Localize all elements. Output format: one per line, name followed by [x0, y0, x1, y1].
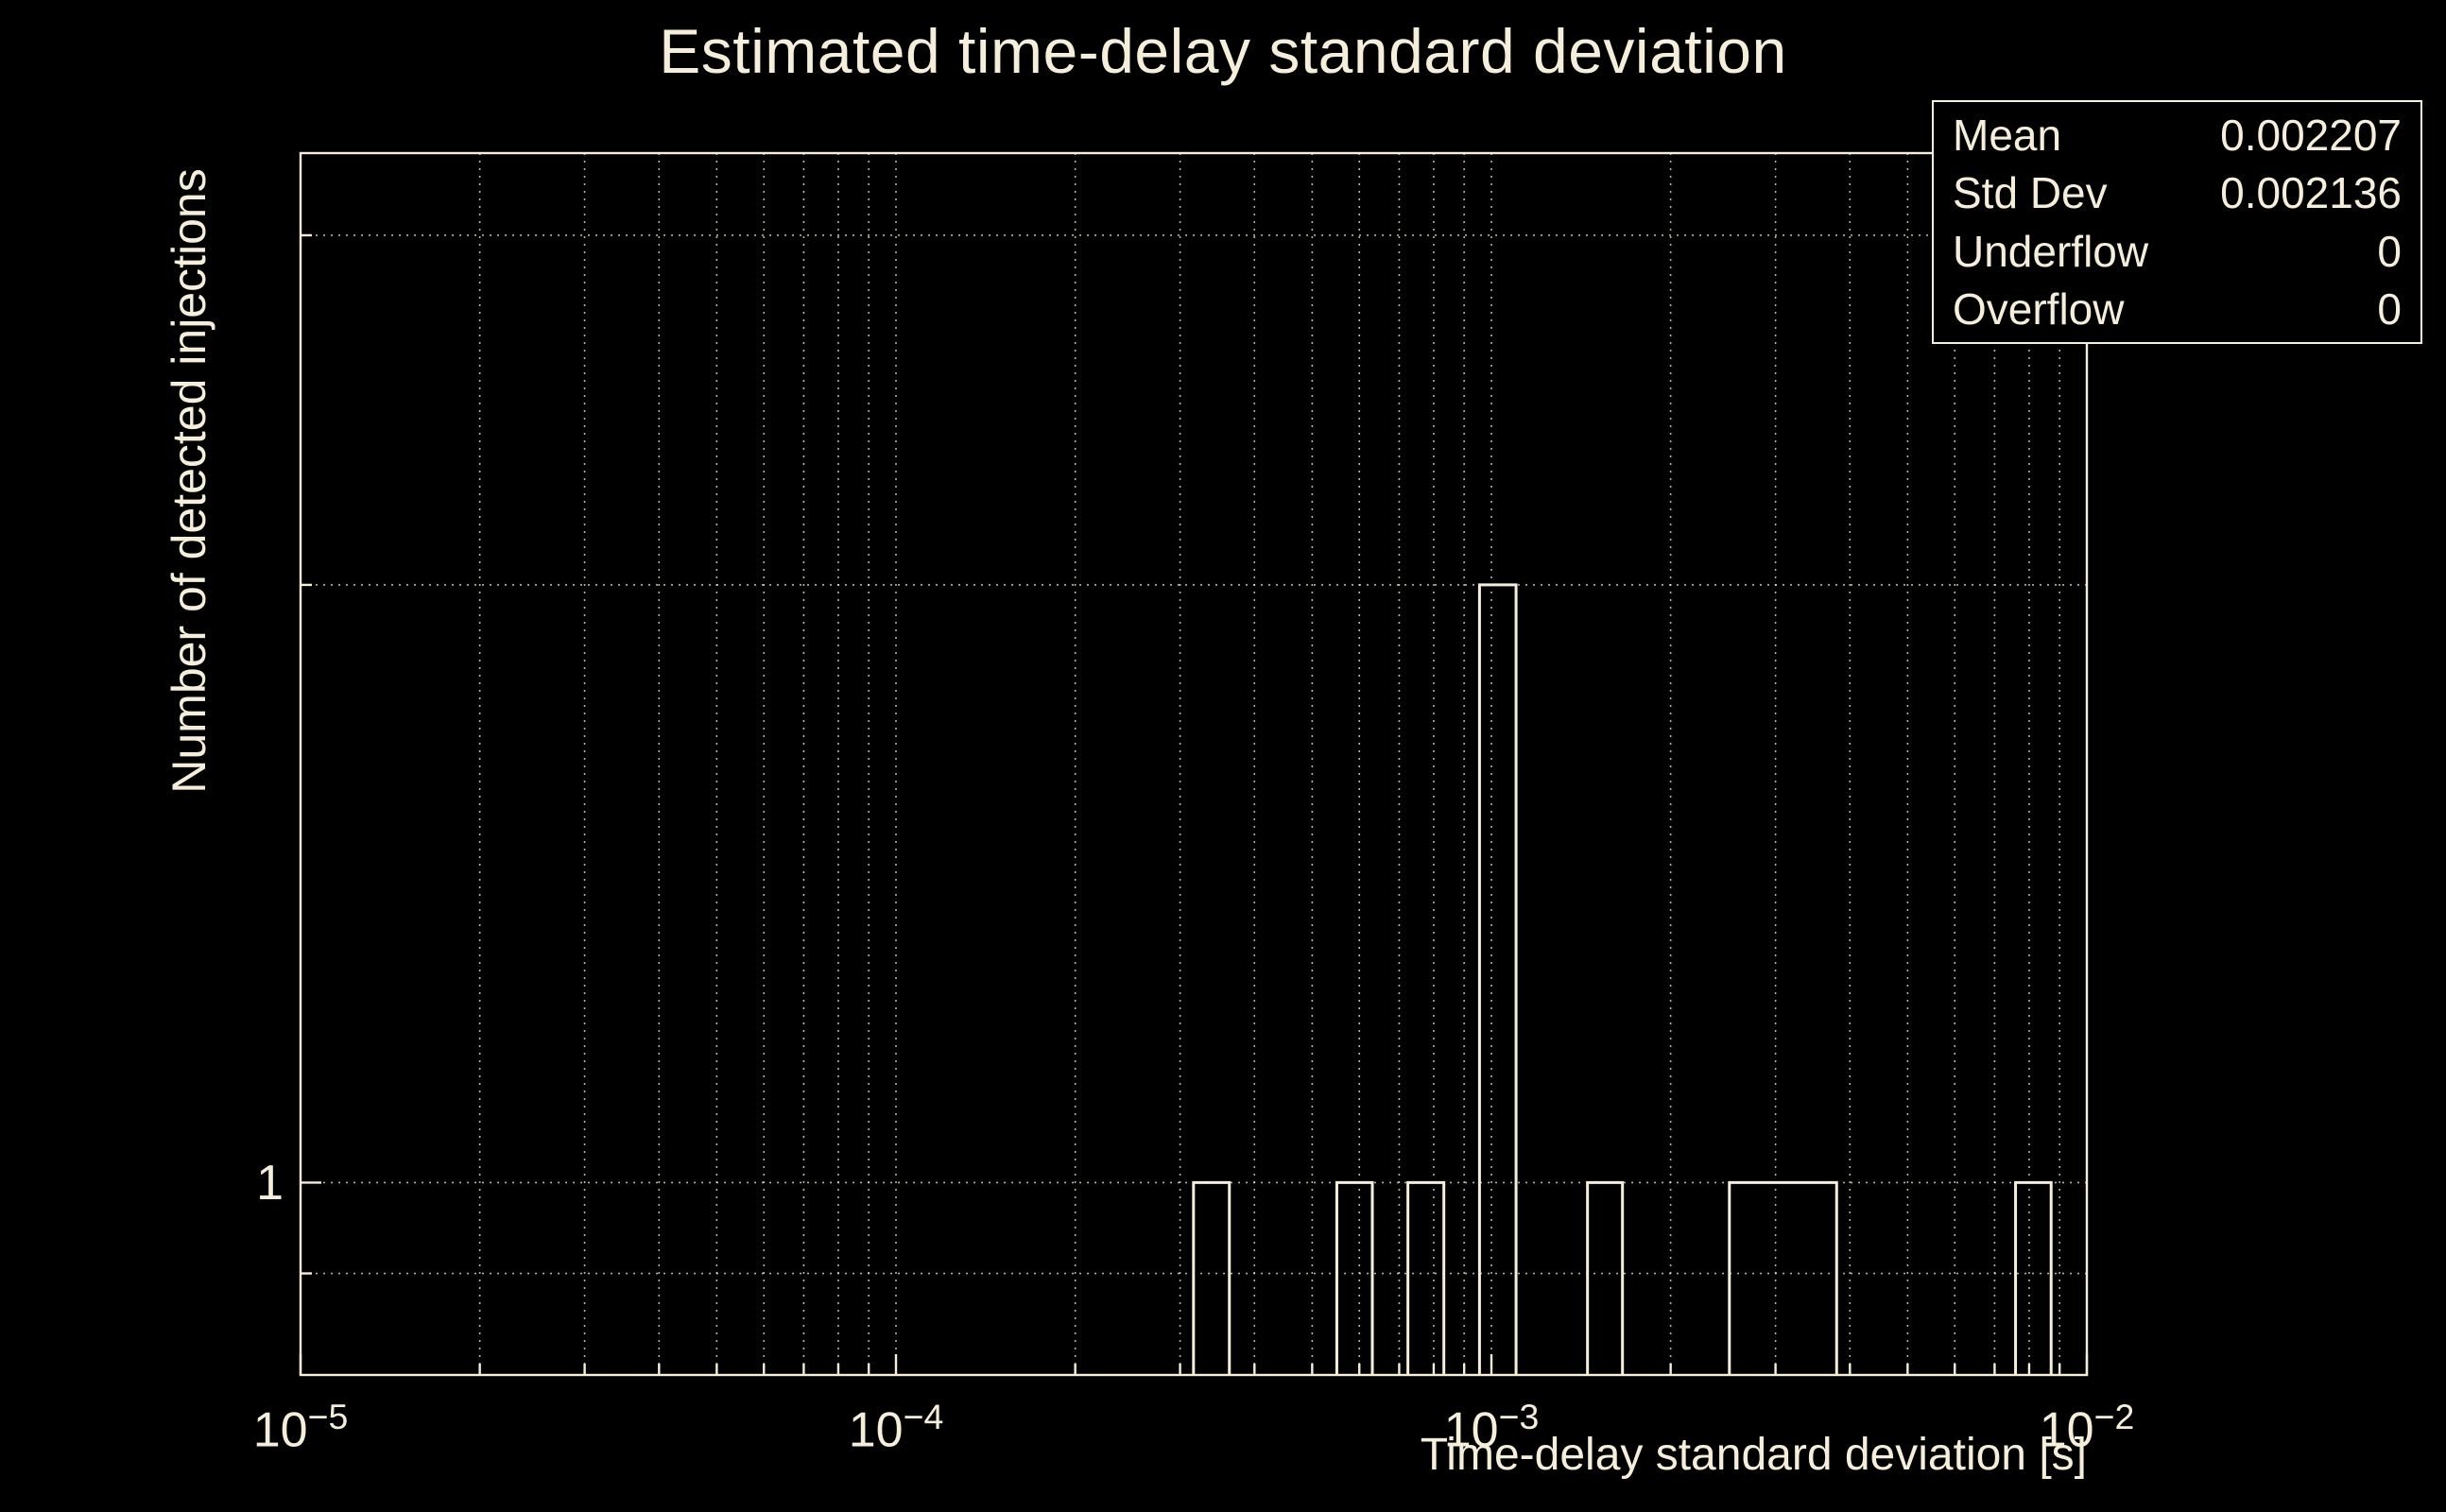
stats-label: Overflow — [1953, 284, 2125, 335]
x-axis-title: Time-delay standard deviation [s] — [1420, 1430, 2087, 1480]
stats-label: Std Dev — [1953, 168, 2108, 218]
y-tick-label: 1 — [256, 1156, 284, 1211]
histogram-bar — [1586, 1180, 1625, 1375]
stats-label: Mean — [1953, 110, 2062, 160]
x-tick-label: 10−5 — [252, 1397, 349, 1458]
histogram-bar — [1406, 1180, 1446, 1375]
stats-value: 0.002136 — [2220, 168, 2402, 218]
stats-value: 0 — [2377, 226, 2402, 276]
stats-value: 0 — [2377, 284, 2402, 335]
stats-row-underflow: Underflow 0 — [1934, 226, 2420, 277]
histogram-bar — [1335, 1180, 1374, 1375]
histogram-bar — [1192, 1180, 1232, 1375]
histogram-bar — [2014, 1180, 2053, 1375]
chart-title: Estimated time-delay standard deviation — [659, 16, 1787, 86]
stats-row-mean: Mean 0.002207 — [1934, 110, 2420, 161]
stats-label: Underflow — [1953, 226, 2149, 276]
histogram-bar — [1728, 1180, 1838, 1375]
stats-value: 0.002207 — [2220, 110, 2402, 160]
x-tick-label: 10−4 — [848, 1397, 944, 1458]
stats-row-stddev: Std Dev 0.002136 — [1934, 167, 2420, 218]
stats-box: Mean 0.002207 Std Dev 0.002136 Underflow… — [1932, 100, 2422, 344]
x-tick-label: 10−2 — [2039, 1397, 2135, 1458]
histogram-bar — [1477, 583, 1518, 1375]
stats-row-overflow: Overflow 0 — [1934, 284, 2420, 335]
x-tick-label: 10−3 — [1443, 1397, 1540, 1458]
